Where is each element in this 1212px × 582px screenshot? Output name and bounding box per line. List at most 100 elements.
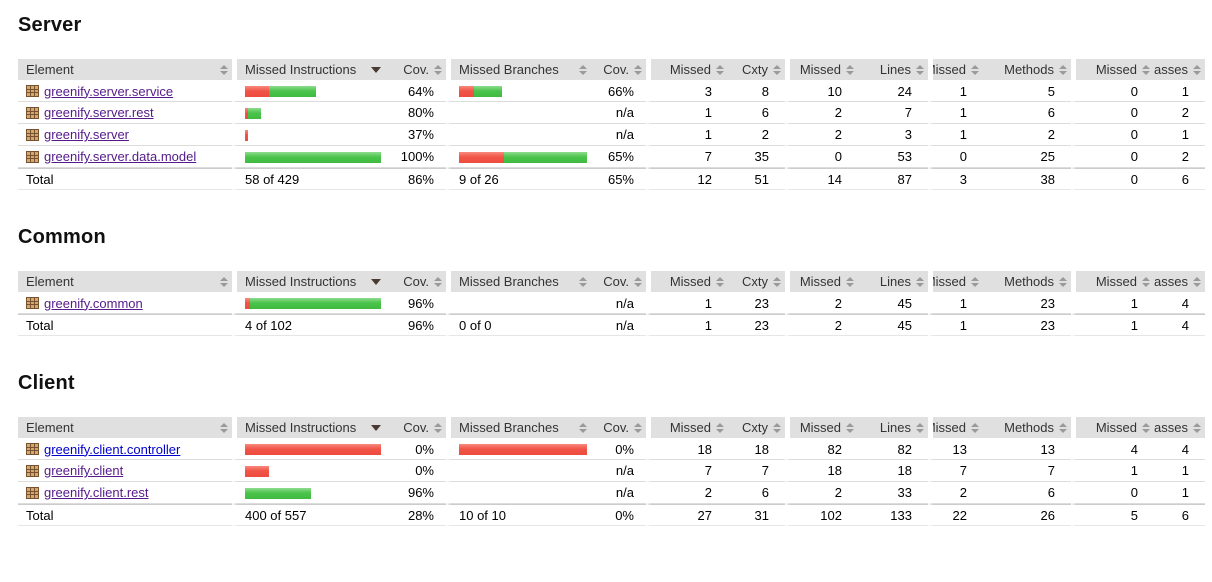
column-header-element-0[interactable]: Element	[18, 271, 232, 292]
sort-toggle-icon[interactable]	[634, 64, 642, 75]
column-header-cxty-6[interactable]: Cxty	[728, 417, 785, 438]
column-header-classes-12[interactable]: Classes	[1154, 271, 1205, 292]
sort-toggle-icon[interactable]	[773, 276, 781, 287]
sort-toggle-icon[interactable]	[1142, 64, 1150, 75]
sort-toggle-icon[interactable]	[579, 276, 587, 287]
total-counter-value: 2	[785, 314, 858, 336]
column-header-lines-8[interactable]: Lines	[858, 417, 928, 438]
sort-toggle-icon[interactable]	[579, 64, 587, 75]
column-label: Missed	[799, 62, 841, 77]
column-header-cov--2[interactable]: Cov.	[385, 59, 446, 80]
sort-desc-icon[interactable]	[371, 424, 381, 431]
sort-toggle-icon[interactable]	[1059, 422, 1067, 433]
column-header-methods-10[interactable]: Methods	[983, 417, 1071, 438]
column-header-missed-7[interactable]: Missed	[785, 59, 858, 80]
package-link[interactable]: greenify.server.rest	[44, 105, 154, 120]
column-header-missed-instructions-1[interactable]: Missed Instructions	[232, 271, 385, 292]
sort-toggle-icon[interactable]	[971, 276, 979, 287]
column-header-missed-9[interactable]: Missed	[928, 271, 983, 292]
package-link[interactable]: greenify.common	[44, 295, 143, 311]
table-row: greenify.client 0% n/a 7 7 18 18 7 7 1 1	[18, 460, 1205, 482]
sort-down-arrow	[434, 282, 442, 287]
column-header-cov--4[interactable]: Cov.	[591, 417, 646, 438]
package-link[interactable]: greenify.server.data.model	[44, 149, 197, 164]
sort-toggle-icon[interactable]	[434, 422, 442, 433]
column-header-cov--2[interactable]: Cov.	[385, 417, 446, 438]
sort-toggle-icon[interactable]	[634, 276, 642, 287]
package-icon	[26, 297, 39, 309]
sort-toggle-icon[interactable]	[716, 276, 724, 287]
package-link[interactable]: greenify.server	[44, 127, 130, 142]
column-header-lines-8[interactable]: Lines	[858, 59, 928, 80]
sort-toggle-icon[interactable]	[1193, 422, 1201, 433]
sort-up-arrow	[434, 422, 442, 427]
sort-toggle-icon[interactable]	[716, 64, 724, 75]
sort-up-arrow	[916, 64, 924, 69]
column-header-missed-branches-3[interactable]: Missed Branches	[446, 59, 591, 80]
package-link[interactable]: greenify.client.rest	[44, 485, 149, 500]
sort-toggle-icon[interactable]	[1059, 276, 1067, 287]
column-header-missed-5[interactable]: Missed	[646, 271, 728, 292]
column-header-missed-branches-3[interactable]: Missed Branches	[446, 417, 591, 438]
sort-toggle-icon[interactable]	[773, 422, 781, 433]
sort-toggle-icon[interactable]	[916, 276, 924, 287]
column-header-element-0[interactable]: Element	[18, 417, 232, 438]
counter-value: 1	[928, 102, 983, 124]
sort-toggle-icon[interactable]	[846, 276, 854, 287]
column-header-missed-instructions-1[interactable]: Missed Instructions	[232, 417, 385, 438]
sort-toggle-icon[interactable]	[773, 64, 781, 75]
sort-toggle-icon[interactable]	[971, 64, 979, 75]
column-header-cov--4[interactable]: Cov.	[591, 59, 646, 80]
sort-toggle-icon[interactable]	[916, 422, 924, 433]
sort-down-arrow	[1142, 428, 1150, 433]
sort-toggle-icon[interactable]	[1193, 64, 1201, 75]
column-header-missed-11[interactable]: Missed	[1071, 271, 1154, 292]
column-header-missed-branches-3[interactable]: Missed Branches	[446, 271, 591, 292]
sort-toggle-icon[interactable]	[916, 64, 924, 75]
sort-toggle-icon[interactable]	[634, 422, 642, 433]
column-header-missed-9[interactable]: Missed	[928, 417, 983, 438]
sort-toggle-icon[interactable]	[1059, 64, 1067, 75]
column-header-content: Cov.	[599, 62, 642, 77]
column-header-missed-instructions-1[interactable]: Missed Instructions	[232, 59, 385, 80]
sort-up-arrow	[846, 64, 854, 69]
sort-toggle-icon[interactable]	[846, 64, 854, 75]
sort-toggle-icon[interactable]	[846, 422, 854, 433]
column-header-missed-11[interactable]: Missed	[1071, 59, 1154, 80]
counter-value: 13	[928, 438, 983, 460]
column-header-methods-10[interactable]: Methods	[983, 271, 1071, 292]
sort-desc-icon[interactable]	[371, 66, 381, 73]
package-link[interactable]: greenify.client.controller	[44, 441, 181, 457]
sort-toggle-icon[interactable]	[1193, 276, 1201, 287]
column-header-methods-10[interactable]: Methods	[983, 59, 1071, 80]
column-header-missed-5[interactable]: Missed	[646, 417, 728, 438]
column-header-missed-7[interactable]: Missed	[785, 417, 858, 438]
sort-toggle-icon[interactable]	[434, 276, 442, 287]
column-header-classes-12[interactable]: Classes	[1154, 417, 1205, 438]
column-header-cxty-6[interactable]: Cxty	[728, 271, 785, 292]
package-link[interactable]: greenify.server.service	[44, 83, 174, 99]
sort-toggle-icon[interactable]	[1142, 276, 1150, 287]
sort-toggle-icon[interactable]	[220, 64, 228, 75]
column-label: Missed	[928, 274, 966, 289]
sort-toggle-icon[interactable]	[716, 422, 724, 433]
branches-bar-cell	[446, 80, 591, 102]
column-header-missed-9[interactable]: Missed	[928, 59, 983, 80]
sort-toggle-icon[interactable]	[1142, 422, 1150, 433]
sort-desc-icon[interactable]	[371, 278, 381, 285]
sort-toggle-icon[interactable]	[579, 422, 587, 433]
column-header-lines-8[interactable]: Lines	[858, 271, 928, 292]
sort-toggle-icon[interactable]	[220, 276, 228, 287]
column-header-cov--2[interactable]: Cov.	[385, 271, 446, 292]
sort-toggle-icon[interactable]	[434, 64, 442, 75]
package-link[interactable]: greenify.client	[44, 463, 124, 478]
sort-toggle-icon[interactable]	[220, 422, 228, 433]
column-header-element-0[interactable]: Element	[18, 59, 232, 80]
column-header-cxty-6[interactable]: Cxty	[728, 59, 785, 80]
sort-toggle-icon[interactable]	[971, 422, 979, 433]
column-header-missed-5[interactable]: Missed	[646, 59, 728, 80]
column-header-cov--4[interactable]: Cov.	[591, 271, 646, 292]
column-header-missed-7[interactable]: Missed	[785, 271, 858, 292]
column-header-classes-12[interactable]: Classes	[1154, 59, 1205, 80]
column-header-missed-11[interactable]: Missed	[1071, 417, 1154, 438]
